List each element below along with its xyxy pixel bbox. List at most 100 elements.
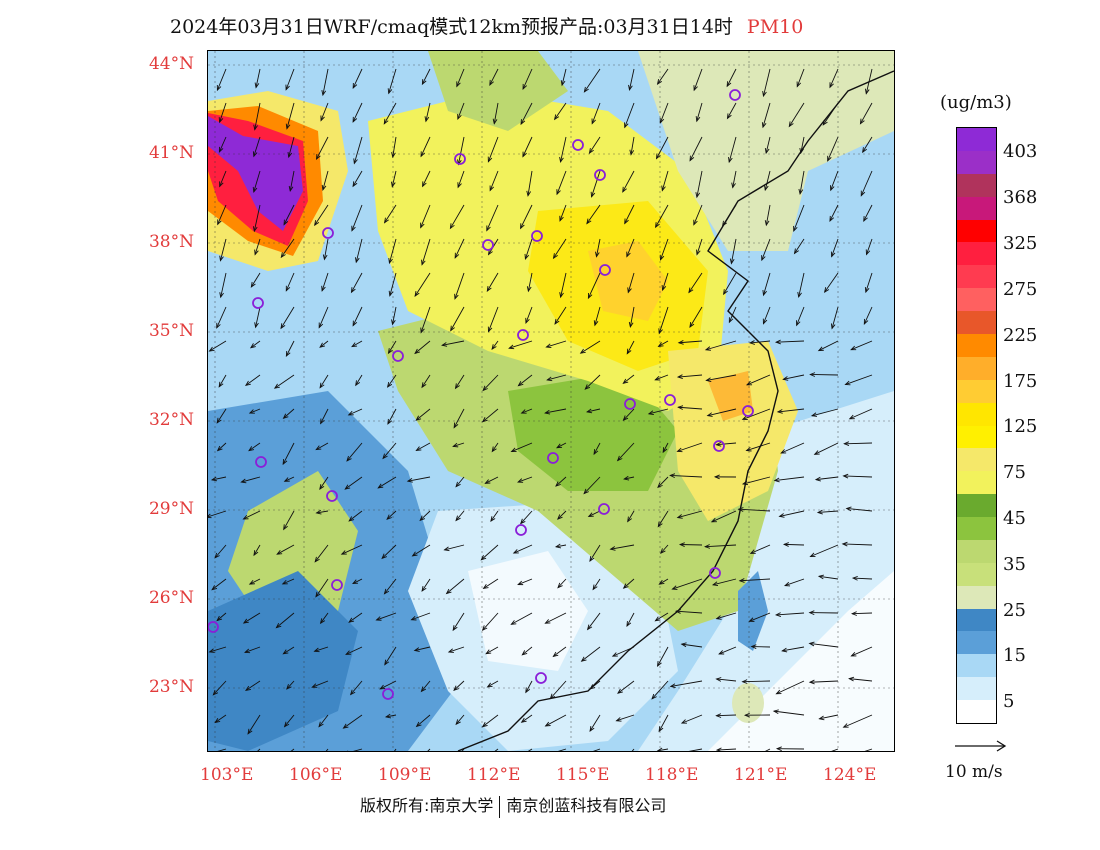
- wind-arrow-head: [489, 185, 495, 192]
- wind-arrow: [779, 510, 805, 517]
- wind-arrow: [290, 748, 295, 751]
- wind-arrow: [719, 646, 737, 655]
- wind-arrow-head: [388, 257, 393, 265]
- lon-label: 118°E: [645, 765, 699, 785]
- wind-arrow: [322, 68, 329, 96]
- wind-arrow: [746, 374, 771, 386]
- wind-arrow: [660, 238, 669, 260]
- wind-arrow-head: [695, 192, 701, 199]
- wind-arrow: [706, 374, 737, 381]
- wind-arrow-head: [422, 181, 427, 188]
- wind-arrow-head: [677, 340, 684, 345]
- wind-arrow: [809, 642, 839, 648]
- lat-label: 41°N: [148, 143, 194, 163]
- wind-arrow-head: [455, 719, 461, 726]
- wind-arrow-head: [252, 226, 258, 233]
- wind-arrow: [581, 646, 601, 662]
- wind-arrow-head: [544, 619, 551, 624]
- wind-arrow: [421, 238, 431, 265]
- wind-arrow: [320, 408, 329, 424]
- wind-arrow: [493, 102, 499, 124]
- wind-arrow: [624, 476, 635, 480]
- wind-arrow: [450, 306, 465, 331]
- wind-arrow: [626, 612, 635, 627]
- wind-arrow-head: [796, 320, 801, 327]
- wind-arrow-head: [827, 155, 832, 162]
- wind-arrow: [389, 238, 397, 264]
- wind-arrow-head: [520, 223, 525, 230]
- wind-arrow-head: [865, 249, 871, 256]
- wind-arrow: [656, 136, 669, 159]
- wind-arrow: [824, 272, 839, 293]
- wind-arrow-head: [455, 481, 461, 488]
- wind-arrow: [728, 136, 737, 163]
- wind-arrow-head: [248, 446, 255, 452]
- wind-arrow: [487, 136, 499, 162]
- wind-arrow: [676, 610, 703, 614]
- wind-arrow-head: [414, 290, 420, 297]
- wind-arrow-head: [254, 322, 259, 329]
- wind-arrow-head: [726, 81, 732, 88]
- wind-arrow: [455, 374, 465, 389]
- wind-arrow: [416, 714, 431, 727]
- wind-arrow: [491, 442, 499, 452]
- wind-arrow: [457, 170, 465, 188]
- wind-arrow: [353, 136, 363, 164]
- lat-label: 23°N: [148, 677, 194, 697]
- wind-arrow-head: [452, 625, 458, 632]
- wind-arrow-head: [420, 686, 427, 693]
- lon-label: 124°E: [823, 765, 877, 785]
- wind-arrow-head: [413, 647, 420, 652]
- wind-arrow-head: [411, 551, 418, 557]
- lat-label: 29°N: [148, 499, 194, 519]
- wind-arrow: [421, 374, 431, 388]
- wind-arrow: [421, 68, 431, 85]
- wind-arrow-head: [658, 726, 664, 733]
- wind-arrow-head: [352, 320, 358, 327]
- wind-arrow-head: [731, 182, 736, 189]
- wind-arrow: [580, 340, 601, 354]
- wind-arrow-head: [661, 285, 667, 292]
- wind-arrow-head: [480, 555, 487, 561]
- wind-arrow: [376, 612, 397, 621]
- wind-arrow-head: [491, 344, 497, 351]
- wind-arrow: [486, 204, 499, 231]
- wind-arrow: [829, 68, 839, 88]
- wind-arrow-head: [797, 291, 802, 299]
- wind-arrow: [452, 612, 465, 631]
- wind-arrow: [630, 136, 635, 155]
- wind-arrow-head: [524, 253, 530, 261]
- wind-arrow-head: [657, 521, 663, 528]
- city-marker-icon: [709, 567, 721, 579]
- wind-arrow: [245, 374, 261, 386]
- wind-arrow: [559, 204, 567, 221]
- legend-swatch: [957, 356, 996, 381]
- wind-arrow-head: [285, 123, 291, 130]
- wind-arrow-head: [710, 517, 717, 523]
- wind-arrow-head: [482, 583, 489, 590]
- wind-arrow-head: [282, 413, 289, 420]
- legend-unit: (ug/m3): [940, 92, 1012, 113]
- wind-arrow-head: [457, 113, 462, 121]
- wind-arrow-head: [391, 319, 396, 326]
- wind-arrow: [255, 68, 261, 88]
- wind-arrow: [784, 578, 805, 587]
- title-variable: PM10: [746, 16, 804, 38]
- wind-arrow: [655, 204, 669, 228]
- wind-arrow: [783, 374, 805, 380]
- wind-arrow-head: [525, 317, 530, 324]
- wind-arrow: [678, 340, 703, 344]
- legend-swatch: [957, 425, 996, 449]
- wind-arrow: [527, 272, 533, 292]
- wind-arrow-head: [743, 712, 750, 718]
- wind-arrow: [553, 238, 567, 259]
- wind-arrow: [627, 272, 635, 293]
- wind-arrow-head: [486, 225, 491, 232]
- wind-arrow: [696, 170, 703, 198]
- legend-label: 75: [1003, 462, 1026, 483]
- city-marker-icon: [517, 329, 529, 341]
- wind-arrow: [660, 544, 669, 554]
- wind-arrow: [742, 476, 771, 485]
- wind-arrow: [629, 68, 635, 90]
- wind-arrow-head: [557, 582, 563, 589]
